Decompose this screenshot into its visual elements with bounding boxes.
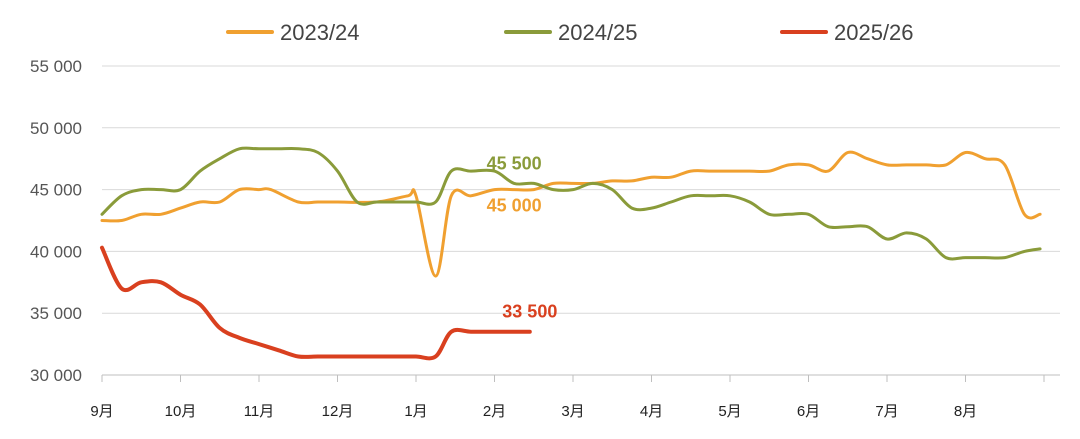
x-tick-label: 2月 (483, 403, 506, 420)
x-tick-label: 12月 (322, 403, 354, 420)
series-line-2025-26 (100, 245, 532, 361)
y-tick-label: 50 000 (30, 119, 82, 138)
data-labels: 45 500 45 000 33 500 (487, 153, 558, 321)
y-tick-label: 30 000 (30, 366, 82, 385)
x-tick-label: 1月 (404, 403, 427, 420)
x-tick-label: 11月 (244, 403, 275, 420)
y-tick-label: 45 000 (30, 181, 82, 200)
legend-label-2023-24: 2023/24 (280, 20, 360, 45)
series-lines (100, 146, 1042, 361)
x-tick-label: 8月 (954, 403, 977, 420)
y-axis-ticks: 30 000 35 000 40 000 45 000 50 000 55 000 (30, 57, 82, 385)
series-line-2023-24 (100, 150, 1042, 278)
x-tick-label: 10月 (165, 403, 197, 420)
x-tick-label: 4月 (640, 403, 663, 420)
y-tick-label: 40 000 (30, 242, 82, 261)
series-line-2024-25 (100, 146, 1042, 261)
x-tick-label: 3月 (561, 403, 584, 420)
x-tick-label: 7月 (875, 403, 898, 420)
legend: 2023/24 2024/25 2025/26 (226, 20, 914, 45)
x-tick-label: 6月 (797, 403, 820, 420)
data-label-2023-24: 45 000 (487, 196, 542, 216)
x-tick-label: 5月 (718, 403, 741, 420)
x-tick-label: 9月 (90, 403, 113, 420)
data-label-2025-26: 33 500 (502, 302, 557, 322)
x-axis-ticks: 9月 10月 11月 12月 1月 2月 3月 4月 5月 6月 7月 8月 (90, 375, 1045, 420)
y-tick-label: 55 000 (30, 57, 82, 76)
legend-label-2024-25: 2024/25 (558, 20, 638, 45)
data-label-2024-25: 45 500 (487, 153, 542, 173)
legend-label-2025-26: 2025/26 (834, 20, 914, 45)
y-tick-label: 35 000 (30, 304, 82, 323)
